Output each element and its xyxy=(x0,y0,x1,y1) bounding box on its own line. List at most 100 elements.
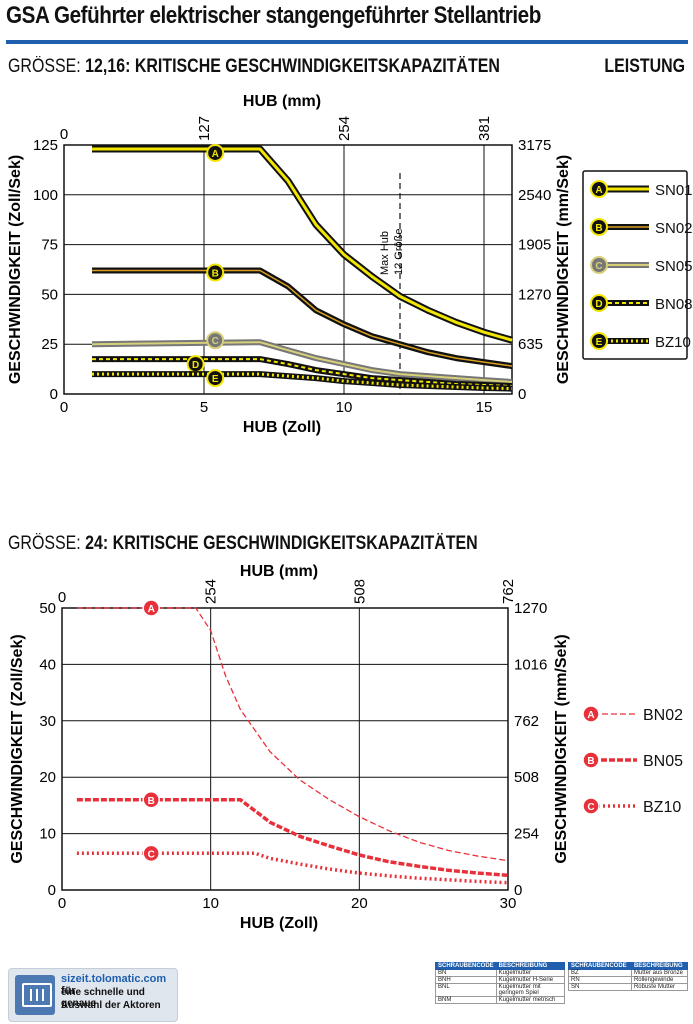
x2-tick-label: 254 xyxy=(203,579,220,604)
series-marker-letter: B xyxy=(212,268,219,279)
y-tick-label: 10 xyxy=(39,826,56,843)
legend-marker-b xyxy=(590,218,608,236)
y-tick-label: 50 xyxy=(41,286,58,303)
table1-row: BNM Kugelmutter metrisch xyxy=(435,996,566,1004)
legend-label-bn02: BN02 xyxy=(643,707,683,724)
series-marker-letter: D xyxy=(192,360,199,371)
series-marker-letter: E xyxy=(212,374,219,385)
y-tick-label: 20 xyxy=(39,769,56,786)
title-rule xyxy=(6,40,688,44)
legend-marker-e xyxy=(590,332,608,350)
y-axis-title: GESCHWINDIGKEIT (Zoll/Sek) xyxy=(7,155,24,384)
legend-marker-a xyxy=(590,180,608,198)
y-tick-label: 100 xyxy=(33,187,58,204)
y2-tick-label: 2540 xyxy=(518,187,551,204)
legend-label-sn01: SN01 xyxy=(655,182,693,199)
y2-tick-label: 1270 xyxy=(514,600,547,617)
legend-marker-letter: A xyxy=(595,185,602,196)
table2-row: RN Rollengewinde xyxy=(568,976,689,984)
screw-code: SN xyxy=(568,983,632,991)
y-tick-label: 30 xyxy=(39,713,56,730)
y-tick-label: 0 xyxy=(50,386,58,403)
section1-heading: GRÖSSE: 12,16: KRITISCHE GESCHWINDIGKEIT… xyxy=(8,56,500,78)
table1-header-code: SCHRAUBENCODE xyxy=(435,962,497,970)
legend-label-bz10: BZ10 xyxy=(643,799,681,816)
y2-tick-label: 1016 xyxy=(514,656,547,673)
plot-frame xyxy=(63,144,513,395)
series-marker-letter: C xyxy=(212,336,219,347)
series-marker-c xyxy=(142,844,160,863)
screw-code: BNL xyxy=(435,983,497,997)
x-tick-label: 5 xyxy=(200,399,208,416)
y-tick-label: 0 xyxy=(48,882,56,899)
plot-frame xyxy=(61,607,509,891)
y2-tick-label: 508 xyxy=(514,769,539,786)
series-marker-letter: C xyxy=(148,849,155,860)
x2-axis-title: HUB (mm) xyxy=(240,563,318,580)
series-line-bn08 xyxy=(92,358,513,387)
x-tick-label: 10 xyxy=(336,399,353,416)
x-axis-title: HUB (Zoll) xyxy=(240,915,318,932)
x2-tick-label: 0 xyxy=(58,589,66,606)
table1-row: BNL Kugelmutter mit geringem Spiel xyxy=(435,983,566,997)
screw-description: Kugelmutter xyxy=(495,969,566,977)
screw-code: RN xyxy=(568,976,632,984)
page-title: GSA Geführter elektrischer stangengeführ… xyxy=(6,2,541,29)
series-line-bn05 xyxy=(76,798,509,878)
table2-row: SN Robuste Mutter xyxy=(568,983,689,991)
series-marker-c xyxy=(206,331,225,350)
legend-marker-c xyxy=(582,797,600,815)
legend-label-bn08: BN08 xyxy=(655,296,693,313)
x-tick-label: 10 xyxy=(202,895,219,912)
x2-tick-label: 127 xyxy=(196,116,213,141)
y2-tick-label: 0 xyxy=(518,386,526,403)
y2-axis-title: GESCHWINDIGKEIT (mm/Sek) xyxy=(553,634,570,863)
series-line-bz10 xyxy=(92,372,513,391)
table1-row: BNH Kugelmutter H-Serie xyxy=(435,976,566,984)
table1-row: BN Kugelmutter xyxy=(435,969,566,977)
legend-marker-c xyxy=(590,256,608,274)
screw-description: Kugelmutter H-Serie xyxy=(495,976,566,984)
y-axis-title: GESCHWINDIGKEIT (Zoll/Sek) xyxy=(9,634,26,863)
y2-tick-label: 1905 xyxy=(518,237,551,254)
series-line-bn02 xyxy=(76,607,509,862)
legend-label-bz10: BZ10 xyxy=(655,334,691,351)
screw-code: BNM xyxy=(435,996,497,1004)
series-marker-b xyxy=(206,263,225,282)
y2-axis-title: GESCHWINDIGKEIT (mm/Sek) xyxy=(555,155,572,384)
y-tick-label: 50 xyxy=(39,600,56,617)
series-marker-a xyxy=(206,143,225,162)
legend-marker-letter: C xyxy=(595,261,602,272)
sizeit-promo[interactable]: sizeit.tolomatic.com für eine schnelle u… xyxy=(8,968,178,1022)
screw-code: BZ xyxy=(568,969,632,977)
x2-axis-title: HUB (mm) xyxy=(243,93,321,110)
y-tick-label: 75 xyxy=(41,237,58,254)
legend-marker-letter: D xyxy=(595,299,602,310)
y-tick-label: 25 xyxy=(41,336,58,353)
series-marker-b xyxy=(142,791,160,809)
x2-tick-label: 762 xyxy=(500,579,517,604)
x2-tick-label: 381 xyxy=(476,116,493,141)
legend-label-sn02: SN02 xyxy=(655,220,693,237)
series-marker-e xyxy=(206,369,225,388)
sizeit-text-1: eine schnelle und genaue xyxy=(61,987,145,1009)
table2-row: BZ Mutter aus Bronze xyxy=(568,969,689,977)
y2-tick-label: 762 xyxy=(514,713,539,730)
series-line-sn02 xyxy=(92,269,513,367)
legend-marker-letter: B xyxy=(595,223,602,234)
legend-marker-b xyxy=(582,751,600,769)
section2-heading: GRÖSSE: 24: KRITISCHE GESCHWINDIGKEITSKA… xyxy=(8,533,478,555)
sizeit-link[interactable]: sizeit.tolomatic.com xyxy=(61,973,167,985)
section2-title: 24: KRITISCHE GESCHWINDIGKEITSKAPAZITÄTE… xyxy=(85,533,478,554)
x-tick-label: 0 xyxy=(58,895,66,912)
section2-prefix: GRÖSSE: xyxy=(8,533,81,554)
x-tick-label: 30 xyxy=(500,895,517,912)
x2-tick-label: 0 xyxy=(60,126,68,143)
legend-label-bn05: BN05 xyxy=(643,753,683,770)
calculator-icon xyxy=(15,975,55,1015)
screw-description: Mutter aus Bronze xyxy=(630,969,689,977)
screw-description: Rollengewinde xyxy=(630,976,689,984)
x-axis-title: HUB (Zoll) xyxy=(243,419,321,436)
